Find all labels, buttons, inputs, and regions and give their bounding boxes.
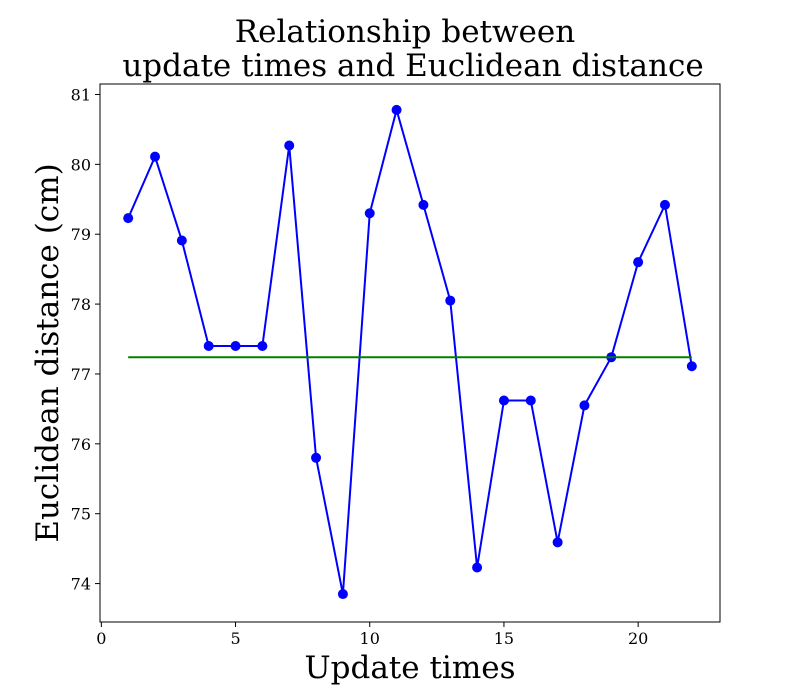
x-tick-label: 0 (96, 629, 106, 648)
y-tick-label: 78 (71, 295, 91, 314)
data-point (391, 104, 402, 115)
data-point (337, 589, 348, 600)
data-point (284, 140, 295, 151)
y-tick-label: 76 (71, 435, 91, 454)
y-tick-label: 79 (71, 225, 91, 244)
data-point (257, 341, 268, 352)
data-point (364, 208, 375, 219)
data-point (498, 395, 509, 406)
data-point (579, 400, 590, 411)
y-tick-label: 81 (71, 85, 91, 104)
x-axis-label: Update times (305, 650, 516, 686)
x-axis: 0 5 10 15 20 (96, 622, 648, 648)
chart-title-line-2: update times and Euclidean distance (122, 48, 703, 84)
y-axis: 74 75 76 77 78 79 80 81 (71, 85, 100, 594)
series-0-line (127, 108, 693, 596)
data-point (686, 361, 697, 372)
data-point (525, 395, 536, 406)
y-tick-label: 77 (71, 365, 91, 384)
plot-area (99, 83, 721, 623)
data-point (659, 199, 670, 210)
data-point (150, 151, 161, 162)
data-point (203, 341, 214, 352)
data-point (418, 199, 429, 210)
x-tick-label: 5 (230, 629, 240, 648)
data-point (123, 213, 134, 224)
data-point (552, 537, 563, 548)
x-tick-label: 20 (628, 629, 648, 648)
plot-frame (99, 83, 721, 623)
data-point (176, 235, 187, 246)
data-point (311, 452, 322, 463)
y-tick-label: 74 (71, 575, 91, 594)
x-tick-label: 10 (360, 629, 380, 648)
chart-title: Relationship between update times and Eu… (122, 14, 703, 84)
y-tick-label: 75 (71, 505, 91, 524)
x-tick-label: 15 (494, 629, 514, 648)
y-axis-label: Euclidean distance (cm) (30, 163, 66, 542)
data-point (633, 257, 644, 268)
data-point (445, 295, 456, 306)
series-layer (123, 104, 697, 600)
chart-title-line-1: Relationship between (235, 14, 575, 50)
data-point (472, 562, 483, 573)
y-tick-label: 80 (71, 155, 91, 174)
data-point (230, 341, 241, 352)
